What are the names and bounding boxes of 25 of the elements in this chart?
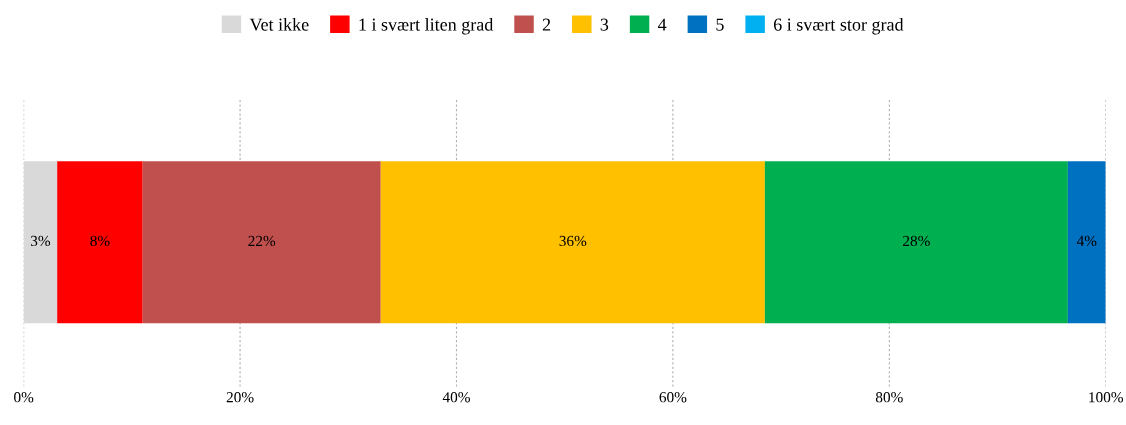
data-label: 22% [248, 235, 276, 247]
x-tick-label: 0% [14, 392, 34, 403]
x-tick-label: 40% [442, 392, 470, 403]
bar [380, 161, 765, 324]
data-label: 28% [903, 235, 930, 247]
legend-label: 1 i svært liten grad [359, 17, 494, 35]
data-label: 8% [90, 235, 110, 247]
bar [142, 161, 381, 324]
x-tick-label: 100% [1089, 392, 1124, 403]
x-tick-label: 80% [875, 392, 903, 403]
legend-label: 3 [600, 18, 609, 31]
bar [1067, 161, 1106, 324]
x-tick-label: 60% [659, 392, 687, 403]
legend-label: 4 [657, 18, 667, 31]
data-label: 36% [559, 235, 587, 247]
data-label: 4% [1076, 235, 1097, 247]
legend-label: 5 [716, 18, 724, 31]
x-tick-label: 20% [226, 392, 254, 403]
bar [764, 161, 1068, 324]
data-label: 3% [30, 235, 51, 247]
legend-label: 6 i svært stor grad [773, 17, 904, 35]
bar [23, 161, 58, 324]
bar [57, 161, 143, 324]
legend-label: Vet ikke [249, 17, 309, 31]
legend-label: 2 [542, 18, 551, 31]
